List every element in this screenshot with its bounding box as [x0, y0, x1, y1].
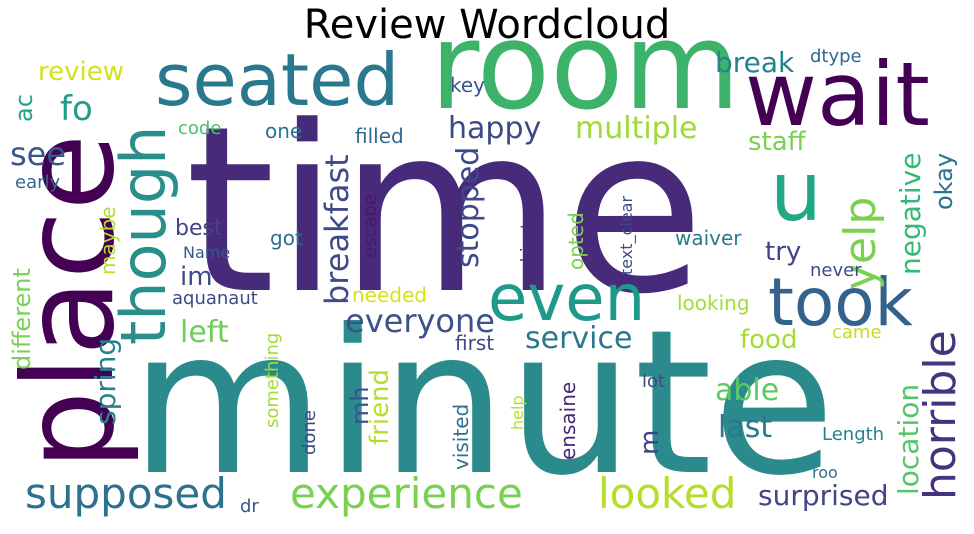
word-u: u — [770, 145, 822, 240]
word-never: never — [810, 260, 862, 281]
word-see: see — [10, 135, 66, 173]
word-even: even — [488, 262, 645, 336]
word-supposed: supposed — [25, 469, 227, 518]
word-fo: fo — [60, 89, 93, 129]
word-best: best — [175, 216, 223, 241]
word-negative: negative — [894, 153, 927, 275]
word-text-clear: text_clear — [617, 196, 637, 275]
word-needed: needed — [352, 283, 427, 307]
word-done: done — [299, 410, 320, 455]
word-stopped: stopped — [451, 147, 486, 268]
word-everyone: everyone — [345, 302, 495, 340]
word-dr: dr — [240, 496, 259, 517]
word-breakfast: breakfast — [318, 154, 356, 305]
word-able: able — [715, 373, 779, 408]
word-horrible: horrible — [915, 330, 966, 500]
word-wait: wait — [745, 43, 930, 146]
wordcloud-title: Review Wordcloud — [303, 2, 671, 48]
word-experience: experience — [290, 469, 523, 518]
word-came: came — [832, 322, 882, 343]
word-spring: spring — [89, 338, 122, 425]
word-last: last — [718, 410, 772, 445]
word-escape: escape — [360, 194, 381, 258]
word-lot: lot — [642, 371, 665, 392]
word-yelp: yelp — [835, 197, 886, 290]
word-length: Length — [822, 424, 884, 445]
word-seated: seated — [155, 38, 399, 122]
word-okay: okay — [930, 153, 958, 210]
word-service: service — [525, 321, 632, 356]
word-mh: mh — [346, 386, 374, 425]
word-code: code — [178, 118, 221, 139]
word-roo: roo — [812, 463, 838, 482]
word-help: help — [508, 395, 527, 430]
word-got: got — [270, 226, 303, 250]
word-minute: minute — [130, 287, 835, 520]
word-looked: looked — [598, 469, 736, 518]
word-food: food — [740, 325, 797, 355]
word-im: im — [180, 262, 213, 292]
word-room: room — [430, 0, 740, 137]
word-time: time — [185, 78, 705, 345]
word-place: place — [0, 134, 142, 470]
word-ensaine: ensaine — [556, 382, 580, 460]
word-visited: visited — [449, 404, 473, 470]
word-location: location — [892, 384, 925, 495]
word-waiver: waiver — [675, 226, 742, 250]
word-filled: filled — [355, 124, 404, 148]
word-maybe: maybe — [96, 206, 120, 275]
word-staff: staff — [748, 127, 807, 157]
word-something: something — [262, 333, 283, 428]
word-different: different — [8, 268, 36, 370]
word-looking: looking — [677, 291, 750, 315]
word-m: m — [635, 430, 665, 455]
word-break: break — [715, 46, 795, 79]
word-review: review — [38, 57, 124, 87]
word-dtype: dtype — [810, 46, 862, 67]
word-happy: happy — [448, 111, 541, 146]
word-name: Name — [183, 243, 230, 262]
word-early: early — [15, 172, 61, 193]
word-multiple: multiple — [575, 111, 698, 146]
word-aquanaut: aquanaut — [172, 288, 258, 309]
word-surprised: surprised — [758, 479, 889, 512]
word-key: key — [450, 73, 485, 97]
word-friend: friend — [365, 369, 395, 445]
word-ac: ac — [10, 94, 38, 122]
word-try: try — [765, 237, 801, 267]
word-one: one — [265, 119, 302, 143]
word-first: first — [455, 331, 494, 355]
word-object: object — [517, 223, 536, 272]
word-opted: opted — [564, 212, 588, 270]
word-took: took — [768, 264, 914, 341]
word-though: though — [107, 126, 180, 345]
word-left: left — [180, 315, 229, 350]
